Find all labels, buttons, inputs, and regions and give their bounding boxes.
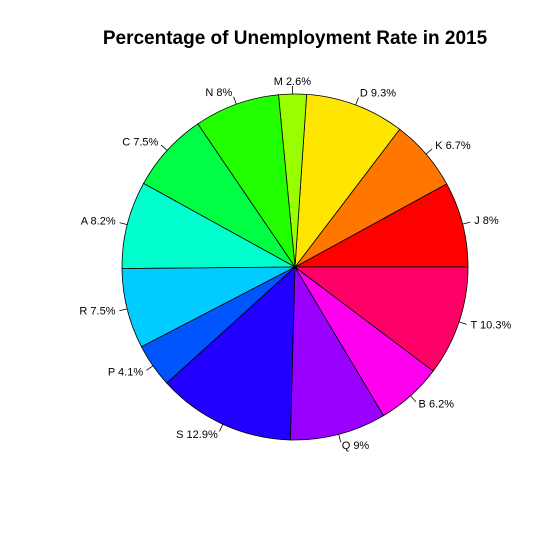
slice-tick-9 [219,424,224,432]
slice-tick-5 [160,144,168,151]
slice-label-2: D 9.3% [360,88,396,100]
pie-slice-6 [121,182,297,270]
slice-label-6: A 8.2% [81,216,116,228]
slice-label-11: B 6.2% [419,399,455,411]
chart-title: Percentage of Unemployment Rate in 2015 [102,28,488,49]
slice-label-1: K 6.7% [435,140,471,152]
slice-label-12: T 10.3% [470,320,511,332]
slice-label-9: S 12.9% [176,429,218,441]
slice-label-10: Q 9% [342,440,370,452]
pie-slice-9 [166,266,296,441]
slice-tick-6 [119,222,128,226]
slice-tick-0 [462,221,471,225]
slice-tick-12 [458,321,467,325]
slice-tick-10 [338,434,342,443]
slice-label-3: M 2.6% [274,76,312,88]
slice-label-4: N 8% [205,87,232,99]
slice-tick-1 [425,148,433,155]
slice-label-8: P 4.1% [108,367,143,379]
slice-tick-8 [146,365,154,371]
slice-tick-2 [355,97,359,106]
pie-slice-12 [293,266,469,372]
pie-slice-10 [289,265,385,441]
slice-tick-7 [119,308,128,312]
slice-tick-4 [233,96,237,105]
slice-tick-11 [410,395,417,402]
slice-label-5: C 7.5% [122,136,158,148]
slice-label-7: R 7.5% [79,306,115,318]
slice-label-0: J 8% [474,215,499,227]
